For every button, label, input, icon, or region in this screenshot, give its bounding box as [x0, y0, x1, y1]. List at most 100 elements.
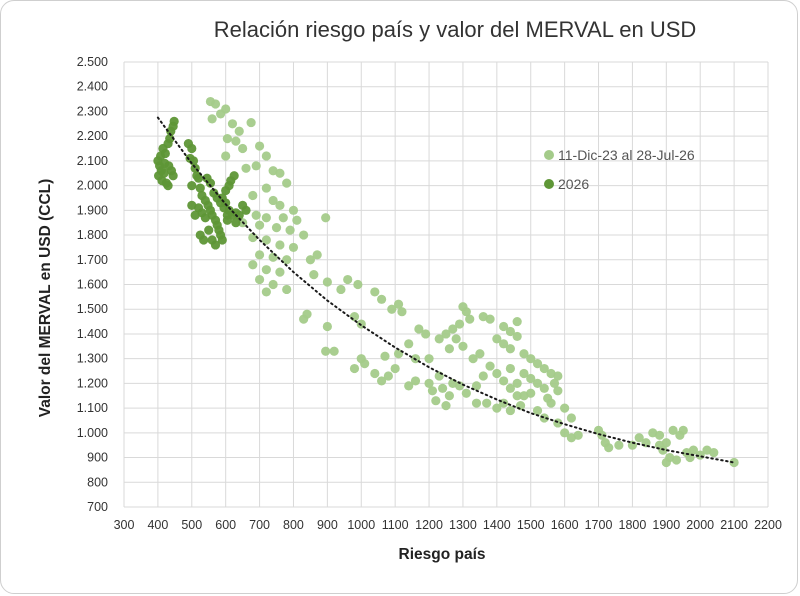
- data-point-series-1: [515, 401, 526, 411]
- data-point-series-1: [370, 287, 380, 297]
- data-point-series-1: [282, 178, 292, 188]
- data-point-series-1: [549, 378, 560, 388]
- x-tick-label: 1200: [415, 518, 443, 532]
- data-point-series-1: [573, 430, 583, 440]
- data-point-series-1: [539, 413, 549, 423]
- data-point-series-1: [246, 117, 256, 128]
- data-point-series-1: [275, 168, 285, 178]
- data-point-series-2: [195, 183, 205, 193]
- data-point-series-1: [505, 344, 515, 354]
- data-point-series-1: [248, 260, 258, 270]
- data-point-series-1: [268, 195, 278, 206]
- data-point-series-1: [383, 371, 393, 381]
- data-point-series-1: [526, 388, 536, 398]
- data-point-series-1: [661, 457, 671, 468]
- data-point-series-1: [254, 274, 265, 285]
- x-tick-label: 500: [181, 518, 202, 532]
- data-point-series-2: [163, 181, 173, 191]
- data-point-series-1: [248, 190, 258, 201]
- data-point-series-1: [397, 307, 407, 317]
- data-point-series-1: [539, 383, 549, 393]
- data-point-series-1: [380, 351, 390, 361]
- y-tick-label: 1.800: [77, 228, 108, 242]
- y-tick-label: 1.300: [77, 352, 108, 366]
- data-point-series-1: [312, 250, 322, 260]
- data-point-series-1: [471, 381, 482, 391]
- y-tick-label: 1.700: [77, 253, 108, 267]
- data-point-series-2: [187, 200, 197, 210]
- data-point-series-2: [160, 148, 170, 159]
- y-tick-label: 1.400: [77, 327, 108, 341]
- data-point-series-2: [163, 138, 173, 149]
- data-point-series-1: [268, 252, 278, 262]
- x-tick-label: 1300: [449, 518, 477, 532]
- data-point-series-2: [234, 210, 244, 220]
- data-point-series-1: [671, 455, 682, 465]
- data-point-series-1: [221, 151, 231, 161]
- data-point-series-1: [553, 386, 563, 396]
- data-point-series-1: [566, 413, 577, 423]
- data-point-series-1: [221, 104, 231, 114]
- data-point-series-1: [512, 316, 522, 327]
- y-tick-label: 1.500: [77, 302, 108, 316]
- data-point-series-1: [410, 376, 421, 386]
- data-point-series-1: [387, 304, 397, 314]
- data-point-series-1: [546, 398, 556, 408]
- data-point-series-2: [187, 181, 197, 191]
- y-tick-labels: 700 800 900 1.000 1.100 1.200 1.300 1.400 1.500 1…: [77, 55, 108, 514]
- data-point-series-1: [404, 381, 414, 391]
- x-tick-label: 300: [114, 518, 135, 532]
- data-point-series-1: [349, 312, 360, 322]
- data-point-series-2: [200, 213, 210, 223]
- data-point-series-1: [261, 265, 271, 275]
- y-tick-label: 2.400: [77, 80, 108, 94]
- x-tick-label: 2100: [720, 518, 748, 532]
- data-point-series-1: [454, 319, 465, 329]
- data-point-series-1: [485, 361, 495, 371]
- data-point-series-1: [261, 287, 271, 297]
- trendline: [156, 116, 736, 464]
- y-tick-label: 1.200: [77, 376, 108, 390]
- y-tick-label: 1.900: [77, 203, 108, 217]
- data-point-series-1: [322, 321, 332, 332]
- data-point-series-1: [292, 215, 302, 225]
- legend-label-series-1: 11-Dic-23 al 28-Jul-26: [558, 147, 695, 163]
- data-point-series-2: [231, 218, 241, 228]
- data-point-series-1: [254, 250, 265, 260]
- data-point-series-1: [275, 267, 285, 277]
- x-tick-label: 700: [249, 518, 270, 532]
- data-point-series-1: [441, 329, 451, 339]
- data-point-series-1: [285, 225, 295, 235]
- x-tick-label: 900: [317, 518, 338, 532]
- data-point-series-1: [251, 161, 261, 171]
- x-tick-label: 2000: [686, 518, 714, 532]
- data-point-series-1: [505, 383, 515, 393]
- data-point-series-2: [190, 210, 200, 220]
- data-point-series-1: [248, 232, 258, 243]
- data-point-series-2: [210, 240, 221, 250]
- data-point-series-1: [282, 284, 292, 295]
- data-point-series-1: [499, 321, 509, 332]
- data-point-series-1: [451, 334, 461, 344]
- grid-lines: [123, 61, 769, 508]
- data-point-series-1: [261, 183, 271, 193]
- data-point-series-1: [448, 324, 458, 334]
- data-point-series-1: [709, 448, 719, 458]
- data-point-series-2: [241, 205, 251, 215]
- data-point-series-1: [434, 334, 444, 344]
- y-tick-label: 2.200: [77, 129, 108, 143]
- x-tick-label: 400: [147, 518, 168, 532]
- data-point-series-2: [185, 153, 195, 164]
- data-point-series-1: [427, 386, 438, 396]
- data-point-series-1: [254, 220, 265, 230]
- x-tick-label: 1400: [483, 518, 511, 532]
- data-point-series-1: [482, 398, 492, 408]
- data-point-series-1: [299, 230, 309, 240]
- data-point-series-1: [393, 299, 404, 309]
- data-point-series-1: [261, 213, 271, 223]
- data-point-series-1: [519, 349, 529, 359]
- data-point-series-1: [532, 405, 543, 416]
- data-point-series-1: [512, 391, 522, 401]
- data-point-series-1: [492, 403, 502, 413]
- data-point-series-1: [485, 314, 495, 324]
